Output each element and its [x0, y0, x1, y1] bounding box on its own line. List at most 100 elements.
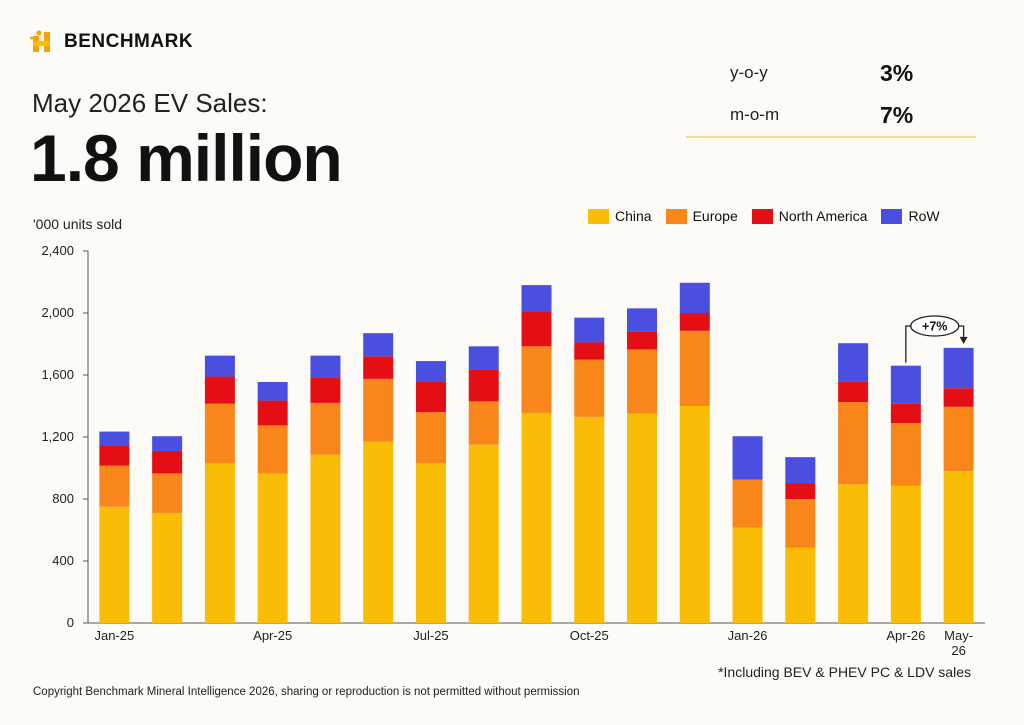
- bar-segment-china: [152, 512, 183, 623]
- stacked-bar-chart: 0 400 800 1,200 1,600 2,000 2,400 Jan-25 Apr-25 J…: [41, 243, 985, 658]
- bar-segment-north-america: [838, 381, 869, 403]
- bar-segment-north-america: [943, 388, 974, 407]
- bar-segment-europe: [363, 378, 394, 442]
- kpi-mom-value: 7%: [880, 102, 914, 128]
- bar-segment-china: [521, 412, 552, 623]
- bar-segment-row: [679, 282, 710, 313]
- legend-swatch-europe: [665, 208, 687, 224]
- bar-segment-row: [99, 431, 130, 446]
- headline-figure: 1.8 million: [30, 121, 343, 195]
- x-tick-label: May-26: [944, 628, 973, 658]
- bar-segment-north-america: [415, 381, 446, 413]
- y-tick-label: 2,400: [41, 243, 74, 258]
- kpi-mom-label: m-o-m: [730, 105, 780, 124]
- bar-segment-north-america: [521, 311, 552, 347]
- bar-segment-europe: [785, 499, 816, 548]
- bar-segment-north-america: [468, 369, 499, 402]
- bar-segment-north-america: [99, 445, 130, 466]
- bar-segment-europe: [890, 423, 921, 486]
- bar-segment-europe: [943, 406, 974, 472]
- bar-segment-china: [732, 527, 763, 623]
- bar-segment-europe: [415, 412, 446, 464]
- bar-segment-row: [468, 346, 499, 370]
- bar-segment-europe: [204, 403, 235, 464]
- bar-segment-row: [627, 308, 658, 332]
- bar-segment-north-america: [257, 400, 288, 426]
- y-tick-label: 800: [52, 491, 74, 506]
- bar-segment-north-america: [627, 331, 658, 350]
- bar-segment-row: [152, 436, 183, 451]
- bar-segment-north-america: [890, 403, 921, 424]
- bar-segment-china: [363, 441, 394, 623]
- bar-segment-row: [204, 355, 235, 377]
- bar-segment-north-america: [679, 313, 710, 331]
- bar-segment-china: [574, 416, 605, 623]
- y-axis-label: '000 units sold: [33, 216, 123, 232]
- legend-label-europe: Europe: [692, 208, 738, 224]
- y-tick-label: 0: [67, 615, 74, 630]
- legend-swatch-china: [588, 208, 609, 224]
- legend-swatch-north-america: [751, 208, 773, 224]
- bar-segment-row: [785, 457, 816, 484]
- bar-segment-europe: [152, 473, 183, 513]
- legend-item-north-america: North America: [751, 208, 868, 224]
- bar-segment-europe: [310, 402, 341, 455]
- bar-segment-china: [785, 547, 816, 623]
- bar-segment-china: [99, 506, 130, 623]
- bar-segment-north-america: [574, 342, 605, 360]
- bar-segment-china: [204, 463, 235, 623]
- y-tick-label: 2,000: [41, 305, 74, 320]
- bar-segment-north-america: [152, 450, 183, 474]
- bar-segment-row: [310, 355, 341, 378]
- bar-segment-china: [257, 473, 288, 623]
- growth-badge: [910, 315, 960, 337]
- x-tick-label: Jan-25: [95, 628, 135, 643]
- kpi-mom: m-o-m 7%: [690, 102, 975, 130]
- brand-name: BENCHMARK: [64, 31, 194, 52]
- bar-segment-north-america: [310, 377, 341, 403]
- bar-segment-china: [890, 485, 921, 623]
- bar-segment-china: [943, 471, 974, 623]
- bar-segment-europe: [838, 402, 869, 485]
- bar-segment-europe: [574, 359, 605, 417]
- y-tick-label: 400: [52, 553, 74, 568]
- legend-item-row: RoW: [881, 208, 940, 224]
- bar-segment-china: [627, 413, 658, 623]
- bar-segment-row: [838, 343, 869, 382]
- growth-badge-label: +7%: [922, 320, 947, 334]
- bar-segment-europe: [627, 349, 658, 414]
- x-tick-label: Apr-26: [886, 628, 925, 643]
- bar-segment-china: [679, 406, 710, 623]
- bar-segment-europe: [521, 346, 552, 413]
- x-tick-label: Oct-25: [570, 628, 609, 643]
- legend-label-north-america: North America: [778, 208, 868, 224]
- bar-segment-row: [574, 317, 605, 343]
- kpi-yoy-label: y-o-y: [730, 63, 768, 82]
- legend-item-europe: Europe: [665, 208, 738, 224]
- bar-segment-china: [468, 444, 499, 623]
- bar-segment-europe: [99, 465, 130, 507]
- legend-item-china: China: [588, 208, 652, 224]
- bar-segment-china: [415, 463, 446, 623]
- bar-segment-row: [415, 361, 446, 382]
- bar-segment-row: [890, 365, 921, 404]
- legend-label-row: RoW: [908, 208, 940, 224]
- bar-segment-europe: [257, 425, 288, 474]
- bar-segment-north-america: [204, 376, 235, 404]
- bar-segment-row: [521, 285, 552, 312]
- x-tick-label: Apr-25: [253, 628, 292, 643]
- bar-segment-north-america: [363, 356, 394, 379]
- x-tick-label: Jul-25: [413, 628, 448, 643]
- bar-segment-row: [943, 347, 974, 389]
- y-tick-label: 1,600: [41, 367, 74, 382]
- bar-segment-china: [310, 454, 341, 623]
- x-tick-label: Jan-26: [728, 628, 768, 643]
- bar-segment-europe: [732, 479, 763, 528]
- legend-swatch-row: [881, 208, 903, 224]
- bar-segment-europe: [468, 401, 499, 445]
- bar-segment-row: [363, 333, 394, 357]
- kpi-yoy: y-o-y 3%: [690, 60, 975, 88]
- copyright-notice: Copyright Benchmark Mineral Intelligence…: [33, 686, 580, 698]
- bar-segment-europe: [679, 330, 710, 406]
- bar-segment-row: [257, 381, 288, 401]
